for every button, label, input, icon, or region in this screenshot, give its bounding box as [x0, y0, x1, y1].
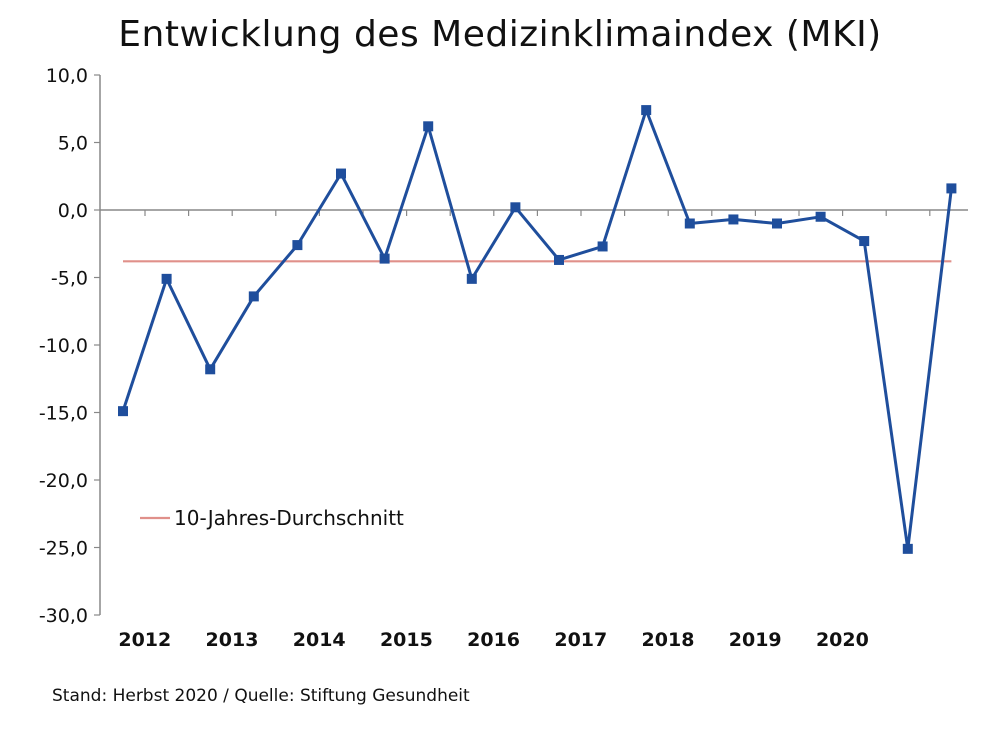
data-point [248, 291, 259, 302]
x-tick-label: 2014 [293, 629, 346, 651]
data-point [946, 183, 957, 194]
data-point [466, 273, 477, 284]
y-axis-ticks: 10,0 5,0 0,0 -5,0 -10,0 -15,0 -20,0 -25,0 -30,0 [39, 65, 100, 627]
data-point [859, 236, 870, 247]
data-point [684, 218, 695, 229]
data-point [510, 202, 521, 213]
data-point [161, 273, 172, 284]
x-tick-label: 2012 [118, 629, 171, 651]
x-tick-label: 2016 [467, 629, 520, 651]
data-point [379, 253, 390, 264]
x-tick-label: 2019 [729, 629, 782, 651]
chart-title: Entwicklung des Medizinklimaindex (MKI) [118, 14, 882, 55]
series-line [121, 108, 953, 551]
axes [99, 75, 968, 615]
x-tick-label: 2017 [554, 629, 607, 651]
legend-label: 10-Jahres-Durchschnitt [174, 506, 404, 530]
y-tick-label: -30,0 [39, 605, 88, 627]
y-tick-label: 10,0 [46, 65, 88, 87]
data-point [336, 168, 346, 179]
y-tick-label: -10,0 [39, 335, 88, 357]
y-tick-label: -15,0 [39, 403, 88, 425]
y-tick-label: 5,0 [58, 133, 88, 155]
x-tick-label: 2015 [380, 629, 433, 651]
data-point [423, 121, 434, 132]
data-point [118, 406, 128, 417]
x-tick-label: 2013 [206, 629, 259, 651]
data-point [815, 211, 826, 222]
data-point [554, 254, 564, 265]
x-tick-label: 2020 [816, 629, 869, 651]
series-group [118, 105, 957, 554]
y-tick-label: -5,0 [51, 268, 88, 290]
data-point [902, 543, 913, 554]
data-point [597, 241, 608, 252]
data-point [205, 364, 216, 375]
y-tick-label: -25,0 [39, 538, 88, 560]
y-tick-label: 0,0 [58, 200, 88, 222]
y-tick-label: -20,0 [39, 470, 88, 492]
legend: 10-Jahres-Durchschnitt [140, 506, 404, 530]
x-tick-label: 2018 [642, 629, 695, 651]
data-point [641, 105, 652, 116]
data-point [772, 218, 782, 229]
x-axis-labels: 2012 2013 2014 2015 2016 2017 2018 2019 2020 [118, 629, 868, 651]
data-point [728, 214, 739, 225]
data-point [292, 240, 303, 251]
source-note: Stand: Herbst 2020 / Quelle: Stiftung Ge… [52, 686, 470, 706]
